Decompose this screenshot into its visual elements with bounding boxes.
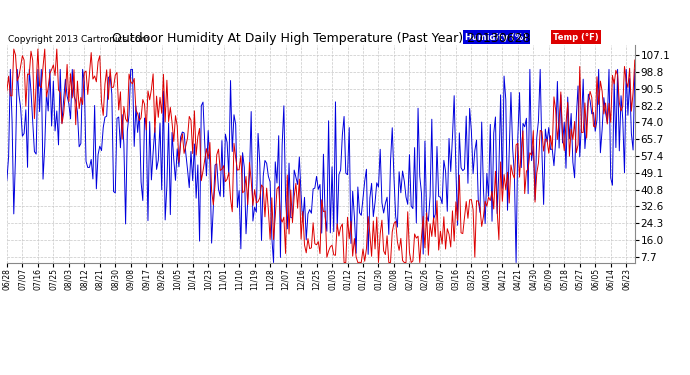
Title: Outdoor Humidity At Daily High Temperature (Past Year) 20130628: Outdoor Humidity At Daily High Temperatu… — [112, 32, 530, 45]
Text: Copyright 2013 Cartronics.com: Copyright 2013 Cartronics.com — [8, 35, 150, 44]
Text: Temp (°F): Temp (°F) — [553, 33, 599, 42]
Text: Humidity (%): Humidity (%) — [465, 33, 527, 42]
